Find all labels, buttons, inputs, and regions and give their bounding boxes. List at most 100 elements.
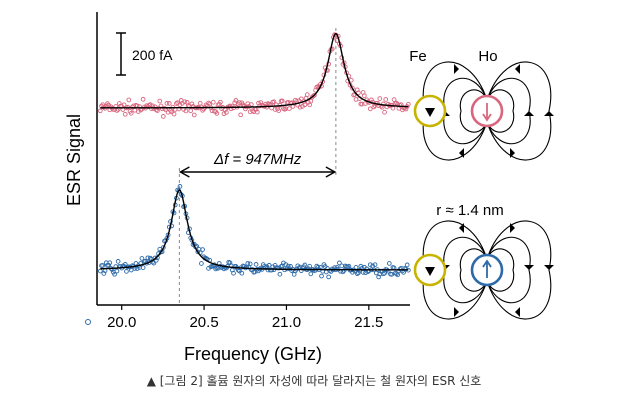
data-point: [377, 96, 383, 101]
caption-triangle-icon: ▲: [146, 374, 156, 388]
data-point: [101, 271, 107, 276]
data-point: [366, 268, 372, 274]
data-point: [149, 106, 154, 111]
arrowhead-left: [178, 166, 190, 178]
data-point: [183, 108, 189, 114]
data-point: [288, 264, 293, 269]
data-point: [232, 100, 238, 106]
field-arrowhead: [459, 148, 464, 158]
data-point: [124, 269, 129, 274]
data-point: [100, 263, 106, 268]
data-point: [247, 261, 253, 267]
data-point: [114, 268, 120, 274]
data-point: [106, 262, 111, 268]
data-point: [372, 262, 378, 268]
data-point: [256, 100, 261, 106]
data-point: [308, 271, 314, 277]
data-point: [213, 266, 219, 272]
data-point: [160, 114, 166, 119]
data-point: [157, 246, 163, 252]
field-arrowhead: [544, 265, 554, 270]
field-arrowhead: [454, 307, 459, 317]
field-line: [486, 89, 515, 133]
data-point: [307, 263, 312, 269]
data-point: [304, 92, 310, 97]
data-point: [188, 108, 194, 114]
data-point: [353, 265, 359, 270]
field-arrowhead: [510, 223, 515, 233]
field-arrowhead: [524, 111, 534, 116]
data-point: [361, 93, 367, 99]
data-point: [356, 270, 361, 276]
caption-text: [그림 2] 홀뮴 원자의 자성에 따라 달라지는 철 원자의 ESR 신호: [159, 374, 482, 388]
data-point: [151, 260, 157, 266]
field-diagram-top: [413, 61, 554, 161]
data-point: [121, 102, 127, 108]
data-point: [97, 108, 103, 114]
data-point: [403, 266, 409, 272]
data-point: [155, 108, 160, 113]
arrowhead-right: [325, 166, 337, 178]
data-point: [298, 268, 304, 274]
data-point: [356, 90, 361, 96]
data-point: [140, 265, 146, 270]
field-arrowhead: [524, 265, 534, 270]
data-point: [231, 270, 236, 276]
data-point: [346, 263, 352, 269]
data-point: [126, 97, 132, 103]
field-arrowhead: [459, 223, 464, 233]
data-point: [271, 99, 277, 105]
data-point: [382, 109, 387, 115]
data-point: [199, 261, 204, 266]
data-point: [147, 102, 153, 107]
data-point: [197, 100, 203, 106]
fe-label: Fe: [409, 48, 427, 65]
fit-line-top: [100, 32, 409, 109]
ho-spin-icon: [482, 113, 492, 122]
data-point: [112, 271, 117, 277]
field-line: [459, 89, 488, 133]
data-point: [394, 271, 399, 277]
data-point: [386, 261, 392, 266]
data-point: [341, 268, 347, 273]
data-point: [139, 256, 145, 261]
data-point: [404, 262, 410, 268]
data-point: [182, 99, 188, 105]
data-point: [391, 97, 397, 102]
fe-spin-icon: [425, 267, 435, 276]
series-top-points: [97, 32, 411, 119]
scale-bar-label: 200 fA: [132, 47, 173, 63]
data-point: [297, 104, 303, 110]
field-arrowhead: [515, 307, 520, 317]
data-point: [319, 273, 324, 279]
data-point: [157, 98, 163, 104]
data-point: [227, 260, 233, 266]
field-arrowhead: [515, 64, 520, 74]
scale-bar: [116, 32, 126, 76]
data-point: [224, 110, 229, 115]
data-point: [367, 262, 373, 268]
data-point: [277, 271, 283, 277]
fe-spin-icon: [425, 108, 435, 117]
data-point: [214, 111, 220, 116]
data-point: [276, 108, 282, 113]
data-point: [147, 255, 153, 261]
data-point: [206, 100, 211, 106]
data-point: [381, 101, 386, 107]
data-point: [285, 263, 291, 269]
x-tick-label: 20.5: [189, 314, 218, 331]
delta-f-label: Δf = 947MHz: [213, 151, 302, 168]
data-point: [200, 247, 205, 252]
x-tick-label: 20.0: [107, 314, 136, 331]
peak-guides: [178, 28, 337, 305]
data-point: [191, 112, 197, 118]
data-point: [210, 99, 216, 105]
data-point: [140, 96, 146, 102]
fit-line-bottom: [100, 189, 409, 271]
data-point: [116, 101, 122, 106]
data-point: [233, 98, 239, 103]
ho-spin-icon: [482, 259, 492, 268]
data-point: [326, 274, 332, 280]
delta-f-arrow: [178, 166, 337, 178]
data-point: [337, 260, 342, 266]
